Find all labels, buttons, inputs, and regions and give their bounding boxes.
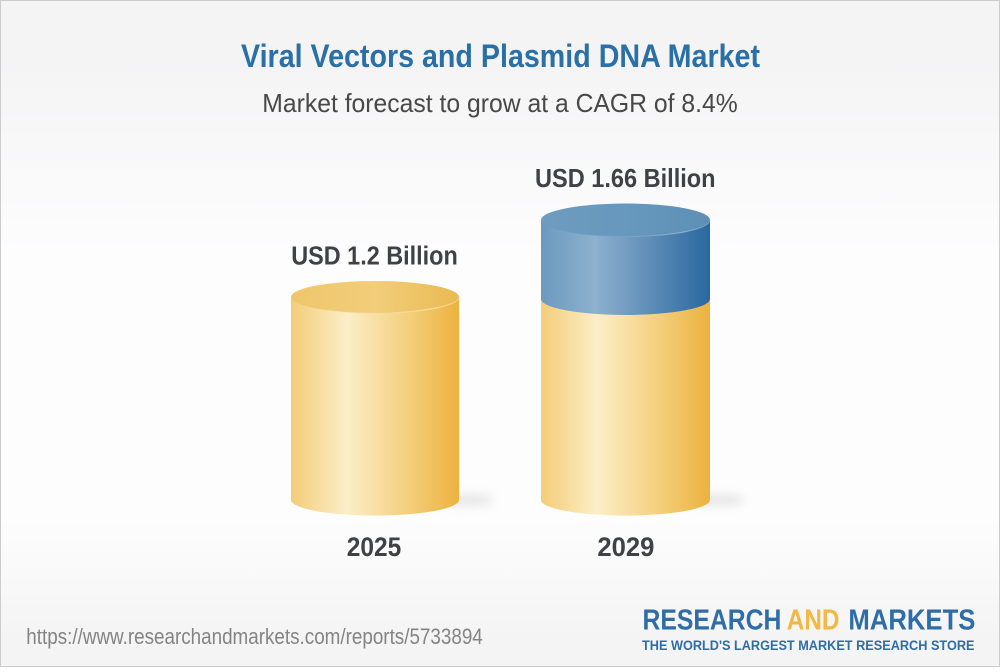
svg-text:Viral Vectors and Plasmid DNA: Viral Vectors and Plasmid DNA Market	[241, 37, 760, 74]
svg-text:AND: AND	[787, 605, 840, 637]
svg-text:THE WORLD'S LARGEST MARKET RES: THE WORLD'S LARGEST MARKET RESEARCH STOR…	[642, 637, 975, 653]
svg-text:USD 1.66 Billion: USD 1.66 Billion	[535, 165, 716, 193]
svg-text:USD 1.2 Billion: USD 1.2 Billion	[291, 241, 458, 271]
svg-text:https://www.researchandmarkets: https://www.researchandmarkets.com/repor…	[26, 624, 483, 649]
svg-text:2025: 2025	[347, 532, 402, 562]
svg-text:2029: 2029	[597, 532, 654, 562]
svg-text:Market forecast to grow at a C: Market forecast to grow at a CAGR of 8.4…	[262, 90, 738, 118]
svg-text:MARKETS: MARKETS	[848, 605, 975, 637]
svg-text:RESEARCH: RESEARCH	[643, 605, 782, 637]
